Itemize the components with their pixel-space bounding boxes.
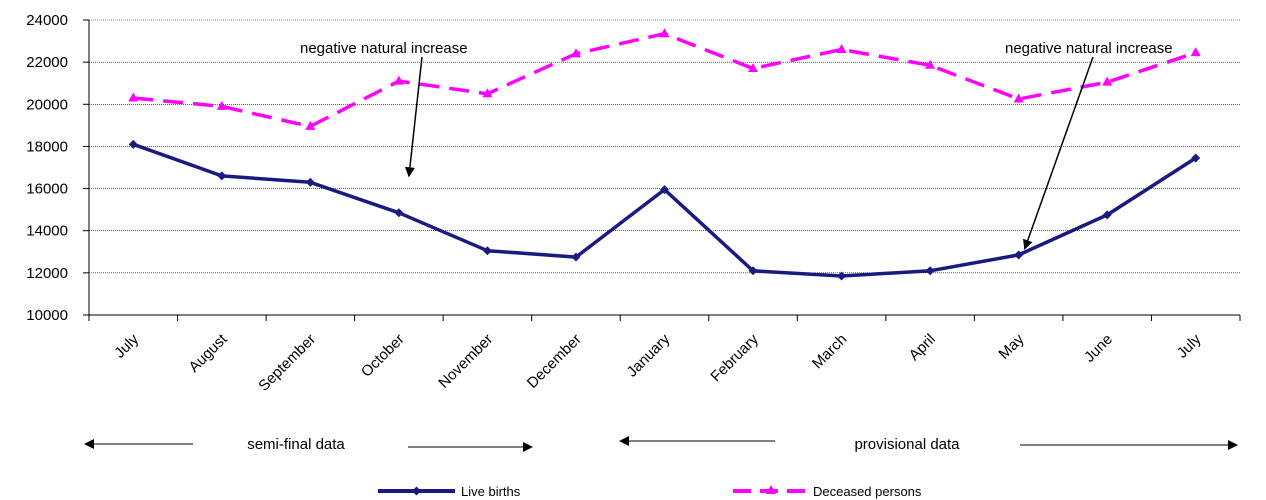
- series-1-point-6: [659, 28, 670, 38]
- series-1-point-4: [482, 88, 493, 98]
- y-tick-label-2: 14000: [26, 223, 68, 240]
- series-1-point-12: [1190, 47, 1201, 57]
- legend-item-live-births: Live births: [378, 484, 521, 499]
- x-tick-label-3: October: [358, 331, 408, 381]
- series-0-point-9: [925, 266, 935, 276]
- y-tick-label-0: 10000: [26, 307, 68, 324]
- x-axis-ticks: July August September October November Decemb…: [88, 315, 1241, 395]
- series-layer: [128, 28, 1201, 281]
- x-tick-label-1: August: [186, 330, 232, 376]
- series-1-point-7: [748, 62, 759, 72]
- series-0: [128, 139, 1201, 281]
- series-0-point-6: [660, 185, 669, 195]
- series-0-point-5: [571, 252, 581, 262]
- series-1-point-5: [570, 48, 581, 58]
- annotation-label-1: negative natural increase: [300, 40, 468, 57]
- legend-marker-deceased-persons: [766, 485, 776, 494]
- series-0-point-1: [217, 171, 227, 181]
- series-1-point-11: [1102, 76, 1113, 86]
- x-tick-label-6: January: [624, 330, 674, 380]
- series-0-point-8: [837, 271, 847, 281]
- y-axis-ticks: 10000 12000 14000 16000 18000 20000 22000 24000: [26, 12, 89, 324]
- legend-marker-live-births: [412, 486, 421, 496]
- series-0-point-12: [1191, 153, 1201, 163]
- legend: Live births Deceased persons: [378, 484, 922, 499]
- series-1: [128, 28, 1201, 130]
- series-1-point-8: [836, 44, 847, 53]
- series-1-point-1: [216, 100, 227, 110]
- x-tick-label-7: February: [707, 330, 762, 385]
- y-tick-label-5: 20000: [26, 96, 68, 113]
- series-0-point-10: [1014, 250, 1024, 260]
- x-tick-label-11: June: [1081, 331, 1116, 366]
- x-tick-label-4: November: [435, 331, 496, 392]
- annotations: negative natural increase negative natur…: [300, 40, 1173, 250]
- x-tick-label-9: April: [906, 331, 939, 364]
- series-line-0: [132, 142, 1197, 278]
- y-tick-label-6: 22000: [26, 54, 68, 71]
- provisional-label: provisional data: [854, 436, 960, 453]
- series-0-point-4: [482, 246, 492, 256]
- legend-label-live-births: Live births: [461, 484, 521, 499]
- semi-final-label: semi-final data: [247, 436, 345, 453]
- series-1-point-3: [393, 75, 404, 85]
- y-tick-label-7: 24000: [26, 12, 68, 29]
- annotation-label-2: negative natural increase: [1005, 40, 1173, 57]
- x-tick-label-12: July: [1174, 330, 1205, 361]
- y-tick-label-1: 12000: [26, 265, 68, 282]
- series-0-point-0: [128, 139, 138, 149]
- series-0-point-3: [394, 208, 404, 218]
- series-0-point-7: [748, 266, 758, 276]
- series-1-point-9: [925, 59, 936, 69]
- annotation-arrow-2: [1023, 56, 1094, 250]
- gridlines: [89, 19, 1240, 274]
- legend-label-deceased-persons: Deceased persons: [813, 484, 922, 499]
- series-1-point-0: [128, 92, 139, 102]
- series-1-point-2: [305, 120, 316, 130]
- y-tick-label-4: 18000: [26, 138, 68, 155]
- x-tick-label-2: September: [255, 331, 319, 395]
- legend-item-deceased-persons: Deceased persons: [733, 484, 922, 499]
- x-tick-label-0: July: [111, 330, 142, 361]
- x-tick-label-5: December: [524, 331, 585, 392]
- annotation-arrow-1: [404, 56, 423, 178]
- x-tick-label-8: March: [809, 331, 850, 372]
- y-tick-label-3: 16000: [26, 181, 68, 198]
- series-0-point-2: [305, 177, 315, 187]
- series-0-point-11: [1102, 210, 1112, 220]
- series-1-point-10: [1013, 93, 1024, 103]
- period-indicators: semi-final data provisional data: [84, 436, 1238, 453]
- x-tick-label-10: May: [995, 330, 1027, 362]
